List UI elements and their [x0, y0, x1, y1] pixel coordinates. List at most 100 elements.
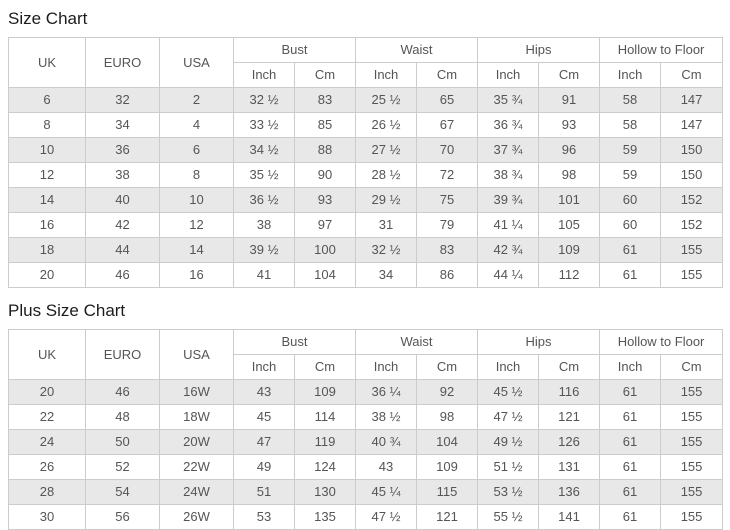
table-cell: 155: [660, 237, 724, 263]
table-cell: 27 ½: [355, 137, 418, 163]
table-cell: 47 ½: [355, 504, 418, 530]
table-cell: 45 ½: [477, 379, 540, 405]
table-cell: 67: [416, 112, 479, 138]
table-cell: 34: [355, 262, 418, 288]
table-cell: 41 ¼: [477, 212, 540, 238]
table-cell: 20: [8, 262, 86, 288]
group-header-waist: Waist: [355, 37, 479, 63]
table-cell: 155: [660, 504, 724, 530]
plus-size-chart-table: UK EURO USA Bust Waist Hips Hollow to Floor Inc…: [8, 329, 724, 530]
table-cell: 155: [660, 479, 724, 505]
table-cell: 60: [599, 212, 662, 238]
table-cell: 58: [599, 112, 662, 138]
subcolumn-header-waist-inch: Inch: [355, 354, 418, 380]
table-cell: 14: [159, 237, 234, 263]
table-body: 20 46 16W 43 109 36 ¼ 92 45 ½ 116 61 155 22 48 18W 45 1…: [8, 379, 724, 530]
subcolumn-header-hollow-to-floor-inch: Inch: [599, 62, 662, 88]
table-cell: 31: [355, 212, 418, 238]
table-row: 16 42 12 38 97 31 79 41 ¼ 105 60 152: [8, 212, 724, 238]
table-cell: 112: [538, 262, 601, 288]
table-cell: 8: [159, 162, 234, 188]
table-cell: 136: [538, 479, 601, 505]
table-cell: 109: [416, 454, 479, 480]
table-cell: 36: [85, 137, 160, 163]
table-cell: 37 ¾: [477, 137, 540, 163]
table-cell: 43: [355, 454, 418, 480]
table-cell: 121: [416, 504, 479, 530]
table-cell: 38: [85, 162, 160, 188]
group-header-waist: Waist: [355, 329, 479, 355]
table-cell: 58: [599, 87, 662, 113]
group-header-hollow-to-floor: Hollow to Floor: [599, 37, 724, 63]
table-row: 20 46 16W 43 109 36 ¼ 92 45 ½ 116 61 155: [8, 379, 724, 405]
table-cell: 29 ½: [355, 187, 418, 213]
group-header-hollow-to-floor: Hollow to Floor: [599, 329, 724, 355]
table-cell: 10: [8, 137, 86, 163]
table-cell: 83: [416, 237, 479, 263]
table-cell: 55 ½: [477, 504, 540, 530]
table-cell: 155: [660, 429, 724, 455]
table-cell: 115: [416, 479, 479, 505]
table-cell: 100: [293, 237, 357, 263]
table-cell: 36 ¾: [477, 112, 540, 138]
subcolumn-header-hips-cm: Cm: [538, 354, 601, 380]
column-header-usa: USA: [159, 329, 234, 380]
table-cell: 141: [538, 504, 601, 530]
column-header-euro: EURO: [85, 329, 160, 380]
table-cell: 46: [85, 262, 160, 288]
table-cell: 119: [293, 429, 357, 455]
column-header-usa: USA: [159, 37, 234, 88]
table-row: 8 34 4 33 ½ 85 26 ½ 67 36 ¾ 93 58 147: [8, 112, 724, 138]
table-cell: 32 ½: [355, 237, 418, 263]
subcolumn-header-hips-inch: Inch: [477, 354, 540, 380]
table-cell: 26W: [159, 504, 234, 530]
table-cell: 42: [85, 212, 160, 238]
table-cell: 18W: [159, 404, 234, 430]
table-cell: 91: [538, 87, 601, 113]
table-cell: 60: [599, 187, 662, 213]
table-cell: 35 ½: [233, 162, 295, 188]
table-row: 10 36 6 34 ½ 88 27 ½ 70 37 ¾ 96 59 150: [8, 137, 724, 163]
table-cell: 98: [538, 162, 601, 188]
table-cell: 93: [538, 112, 601, 138]
table-cell: 38 ¾: [477, 162, 540, 188]
table-cell: 96: [538, 137, 601, 163]
group-header-hips: Hips: [477, 37, 601, 63]
table-cell: 92: [416, 379, 479, 405]
table-cell: 105: [538, 212, 601, 238]
table-cell: 135: [293, 504, 357, 530]
size-chart-table: UK EURO USA Bust Waist Hips Hollow to Floor Inc…: [8, 37, 724, 288]
table-cell: 61: [599, 504, 662, 530]
table-cell: 85: [293, 112, 357, 138]
table-cell: 42 ¾: [477, 237, 540, 263]
table-cell: 124: [293, 454, 357, 480]
size-chart-title: Size Chart: [8, 9, 88, 28]
table-cell: 90: [293, 162, 357, 188]
table-row: 22 48 18W 45 114 38 ½ 98 47 ½ 121 61 155: [8, 404, 724, 430]
table-cell: 147: [660, 87, 724, 113]
table-cell: 39 ¾: [477, 187, 540, 213]
table-cell: 61: [599, 479, 662, 505]
column-header-uk: UK: [8, 37, 86, 88]
table-cell: 97: [293, 212, 357, 238]
table-cell: 52: [85, 454, 160, 480]
table-cell: 45: [233, 404, 295, 430]
subcolumn-header-bust-cm: Cm: [293, 354, 357, 380]
table-cell: 150: [660, 162, 724, 188]
table-row: 30 56 26W 53 135 47 ½ 121 55 ½ 141 61 155: [8, 504, 724, 530]
subcolumn-header-bust-cm: Cm: [293, 62, 357, 88]
subcolumn-header-hollow-to-floor-cm: Cm: [660, 354, 724, 380]
table-cell: 75: [416, 187, 479, 213]
subcolumn-header-hollow-to-floor-inch: Inch: [599, 354, 662, 380]
table-cell: 4: [159, 112, 234, 138]
table-cell: 14: [8, 187, 86, 213]
table-cell: 26 ½: [355, 112, 418, 138]
table-body: 6 32 2 32 ½ 83 25 ½ 65 35 ¾ 91 58 147 8 34 4 33 ½ 85 26 …: [8, 87, 724, 288]
table-cell: 36 ¼: [355, 379, 418, 405]
table-cell: 126: [538, 429, 601, 455]
table-cell: 10: [159, 187, 234, 213]
table-cell: 51 ½: [477, 454, 540, 480]
table-cell: 121: [538, 404, 601, 430]
table-cell: 65: [416, 87, 479, 113]
table-cell: 35 ¾: [477, 87, 540, 113]
